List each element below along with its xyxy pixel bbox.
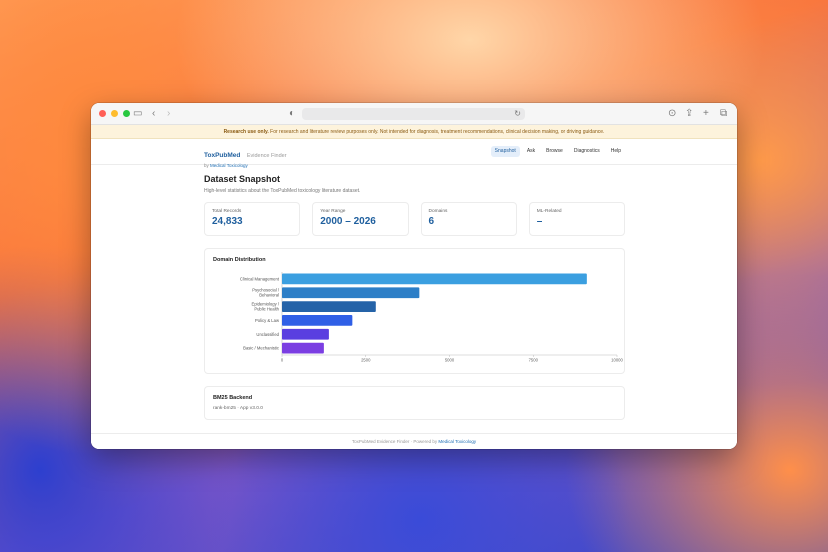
- stat-label: Year Range: [320, 209, 346, 214]
- banner-text: For research and literature review purpo…: [268, 129, 605, 135]
- brand-byline: by Medical Toxicology: [204, 163, 287, 168]
- stat-label: Total Records: [212, 209, 242, 214]
- x-tick-label-1: 2500: [361, 358, 371, 363]
- bar-3: [282, 315, 353, 326]
- stat-ml-related: ML-Related –: [528, 202, 625, 236]
- backend-subtitle: rank-bm25 · App v3.0.0: [213, 406, 263, 411]
- forward-icon[interactable]: ›: [167, 108, 171, 119]
- stat-total-records: Total Records 24,833: [204, 202, 301, 236]
- brand-subtitle: Evidence Finder: [246, 153, 287, 159]
- address-bar[interactable]: ↻: [302, 108, 525, 120]
- back-icon[interactable]: ‹: [152, 108, 156, 119]
- tab-overview-icon[interactable]: ⧉: [720, 108, 728, 119]
- nav-ask[interactable]: Ask: [526, 148, 536, 154]
- y-tick-label-0: Clinical Management: [240, 276, 280, 281]
- x-tick-label-3: 7500: [529, 358, 539, 363]
- bar-2: [282, 301, 376, 312]
- y-tick-label-5: Basic / Mechanistic: [243, 346, 279, 351]
- x-tick-label-0: 0: [281, 358, 284, 363]
- bar-4: [282, 328, 329, 340]
- bar-1: [282, 287, 420, 299]
- reload-icon[interactable]: ↻: [514, 109, 521, 118]
- bar-0: [282, 273, 587, 285]
- brand[interactable]: ToxPubMed Evidence Finder by Medical Tox…: [204, 144, 287, 168]
- footer-text: ToxPubMed Evidence Finder · Powered by: [351, 439, 439, 444]
- nav-diagnostics[interactable]: Diagnostics: [573, 148, 600, 154]
- main-content: Dataset Snapshot High-level statistics a…: [204, 174, 625, 420]
- download-icon[interactable]: ⊙: [668, 108, 677, 119]
- brand-by-link[interactable]: Medical Toxicology: [210, 163, 248, 168]
- stat-label: ML-Related: [536, 209, 562, 214]
- shield-icon[interactable]: ◐: [289, 108, 296, 119]
- stat-domains: Domains 6: [420, 202, 517, 236]
- main-nav: Snapshot Ask Browse Diagnostics Help: [490, 146, 625, 157]
- x-tick-label-2: 5000: [445, 358, 455, 363]
- backend-title: BM25 Backend: [213, 395, 253, 401]
- window-controls: [99, 110, 130, 117]
- zoom-window-button[interactable]: [123, 110, 130, 117]
- banner-strong: Research use only.: [223, 129, 269, 135]
- x-tick-label-4: 10000: [611, 358, 623, 363]
- app-header: ToxPubMed Evidence Finder by Medical Tox…: [91, 139, 737, 168]
- stats-row: Total Records 24,833 Year Range 2000 – 2…: [204, 202, 625, 236]
- browser-window: ▭ ‹ › ◐ ↻ ⊙ ⇪ + ⧉ Research use only. For…: [91, 103, 737, 449]
- page-footer: ToxPubMed Evidence Finder · Powered by M…: [91, 433, 737, 449]
- domain-distribution-chart: Clinical Management Psychosocial / Behavio…: [240, 272, 623, 363]
- y-tick-label-2: Epidemiology / Public Health: [252, 301, 280, 311]
- minimize-window-button[interactable]: [111, 110, 118, 117]
- page-subtitle: High-level statistics about the ToxPubMe…: [204, 188, 361, 194]
- y-tick-label-3: Policy & Law: [255, 318, 280, 323]
- y-tick-label-1: Psychosocial / Behavioral: [252, 288, 280, 298]
- share-icon[interactable]: ⇪: [685, 108, 694, 119]
- stat-value: 2000 – 2026: [320, 216, 376, 227]
- stat-value: 6: [428, 216, 435, 227]
- stat-value: 24,833: [212, 216, 243, 227]
- research-use-banner: Research use only. For research and lite…: [91, 125, 737, 139]
- new-tab-icon[interactable]: +: [703, 108, 709, 119]
- page-title: Dataset Snapshot: [204, 174, 281, 184]
- chart-card-title: Domain Distribution: [213, 257, 266, 263]
- y-tick-label-4: Unclassified: [256, 332, 279, 337]
- brand-title: ToxPubMed: [204, 152, 241, 159]
- domain-distribution-card: Domain Distribution Clinical Management P…: [204, 248, 625, 374]
- stat-year-range: Year Range 2000 – 2026: [312, 202, 409, 236]
- stat-label: Domains: [428, 209, 448, 214]
- bar-5: [282, 342, 324, 354]
- stat-value: –: [536, 216, 543, 227]
- nav-browse[interactable]: Browse: [546, 148, 563, 154]
- browser-toolbar: ▭ ‹ › ◐ ↻ ⊙ ⇪ + ⧉: [91, 103, 737, 125]
- brand-by-prefix: by: [204, 163, 211, 168]
- nav-snapshot[interactable]: Snapshot: [490, 146, 520, 157]
- bm25-backend-card: BM25 Backend rank-bm25 · App v3.0.0: [204, 386, 625, 420]
- sidebar-icon[interactable]: ▭: [133, 108, 143, 119]
- close-window-button[interactable]: [99, 110, 106, 117]
- footer-link[interactable]: Medical Toxicology: [438, 439, 477, 444]
- nav-help[interactable]: Help: [610, 148, 621, 154]
